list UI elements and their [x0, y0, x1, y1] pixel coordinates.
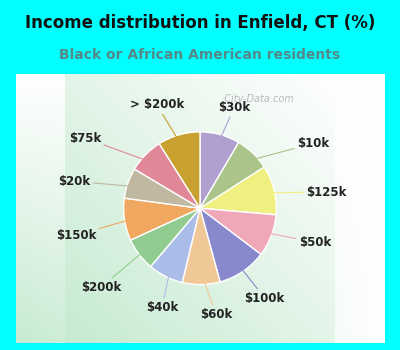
Wedge shape — [200, 208, 261, 282]
Text: $125k: $125k — [266, 186, 346, 198]
Text: City-Data.com: City-Data.com — [218, 94, 294, 104]
Wedge shape — [200, 142, 264, 208]
Wedge shape — [200, 132, 239, 208]
Text: $60k: $60k — [200, 275, 232, 321]
Text: $30k: $30k — [218, 101, 250, 143]
Wedge shape — [159, 132, 200, 208]
Wedge shape — [124, 198, 200, 240]
Text: $100k: $100k — [238, 264, 285, 304]
Text: $40k: $40k — [146, 269, 178, 314]
Text: $75k: $75k — [69, 132, 151, 162]
Wedge shape — [124, 169, 200, 208]
Text: > $200k: > $200k — [130, 98, 184, 144]
Wedge shape — [130, 208, 200, 266]
Text: Black or African American residents: Black or African American residents — [60, 48, 340, 62]
Wedge shape — [182, 208, 220, 285]
Text: $200k: $200k — [81, 249, 146, 294]
Wedge shape — [134, 144, 200, 208]
Wedge shape — [200, 167, 276, 215]
Text: $50k: $50k — [263, 232, 331, 249]
Text: $150k: $150k — [56, 219, 133, 242]
Wedge shape — [200, 208, 276, 254]
Text: Income distribution in Enfield, CT (%): Income distribution in Enfield, CT (%) — [25, 14, 375, 32]
Text: $10k: $10k — [248, 137, 329, 161]
Text: $20k: $20k — [58, 175, 136, 188]
Wedge shape — [151, 208, 200, 282]
